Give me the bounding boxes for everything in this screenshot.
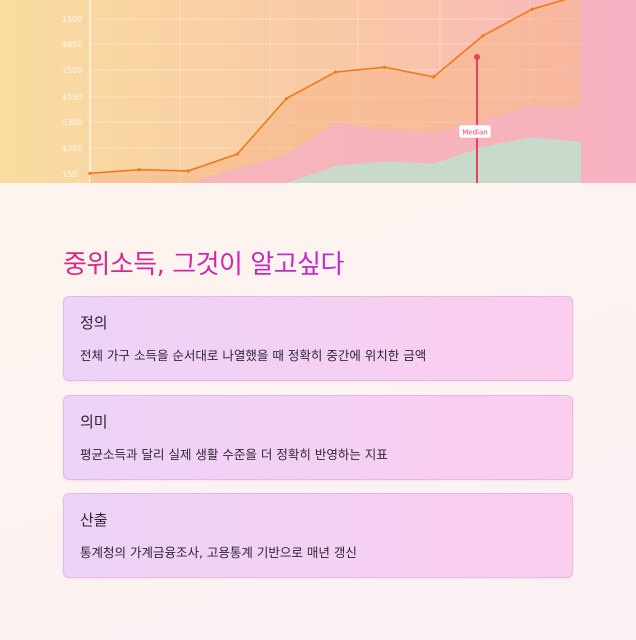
- card-text: 전체 가구 소득을 순서대로 나열했을 때 정확히 중간에 위치한 금액: [80, 348, 427, 363]
- data-point: [88, 171, 92, 175]
- data-point: [186, 169, 190, 173]
- data-point: [235, 152, 239, 156]
- card-definition: 정의 전체 가구 소득을 순서대로 나열했을 때 정확히 중간에 위치한 금액: [63, 296, 573, 381]
- card-calculation: 산출 통계청의 가계금융조사, 고용통계 기반으로 매년 갱신: [63, 493, 573, 578]
- card-text: 평균소득과 달리 실제 생활 수준을 더 정확히 반영하는 지표: [80, 447, 388, 462]
- card-text: 통계청의 가계금융조사, 고용통계 기반으로 매년 갱신: [80, 545, 357, 560]
- area-series-2: [90, 137, 581, 183]
- y-tick-label: 2500: [62, 66, 82, 75]
- card-meaning: 의미 평균소득과 달리 실제 생활 수준을 더 정확히 반영하는 지표: [63, 395, 573, 480]
- data-point: [333, 70, 338, 74]
- data-point: [284, 96, 288, 101]
- y-tick-label: 1500: [62, 15, 82, 24]
- chart-right-band: [581, 0, 636, 183]
- y-tick-label: 5300: [62, 118, 82, 127]
- card-heading: 정의: [80, 314, 108, 332]
- data-point: [137, 168, 141, 172]
- median-label: Median: [462, 129, 487, 137]
- y-tick-label: $650: [62, 40, 82, 49]
- data-point: [530, 7, 534, 11]
- median-point: [474, 54, 480, 60]
- data-point: [481, 34, 485, 38]
- y-tick-label: $250: [62, 144, 82, 153]
- median-label-box: [458, 124, 492, 139]
- card-heading: 산출: [80, 511, 108, 529]
- data-point: [432, 75, 436, 79]
- income-area-chart: 1500 $650 2500 $550 5300 $250 150 Median: [0, 0, 636, 183]
- page-title: 중위소득, 그것이 알고싶다: [63, 244, 344, 281]
- data-point: [383, 65, 387, 69]
- hero-chart: 1500 $650 2500 $550 5300 $250 150 Median: [0, 0, 636, 183]
- card-heading: 의미: [80, 413, 108, 431]
- y-tick-label: $550: [62, 93, 82, 102]
- y-tick-label: 150: [62, 170, 77, 179]
